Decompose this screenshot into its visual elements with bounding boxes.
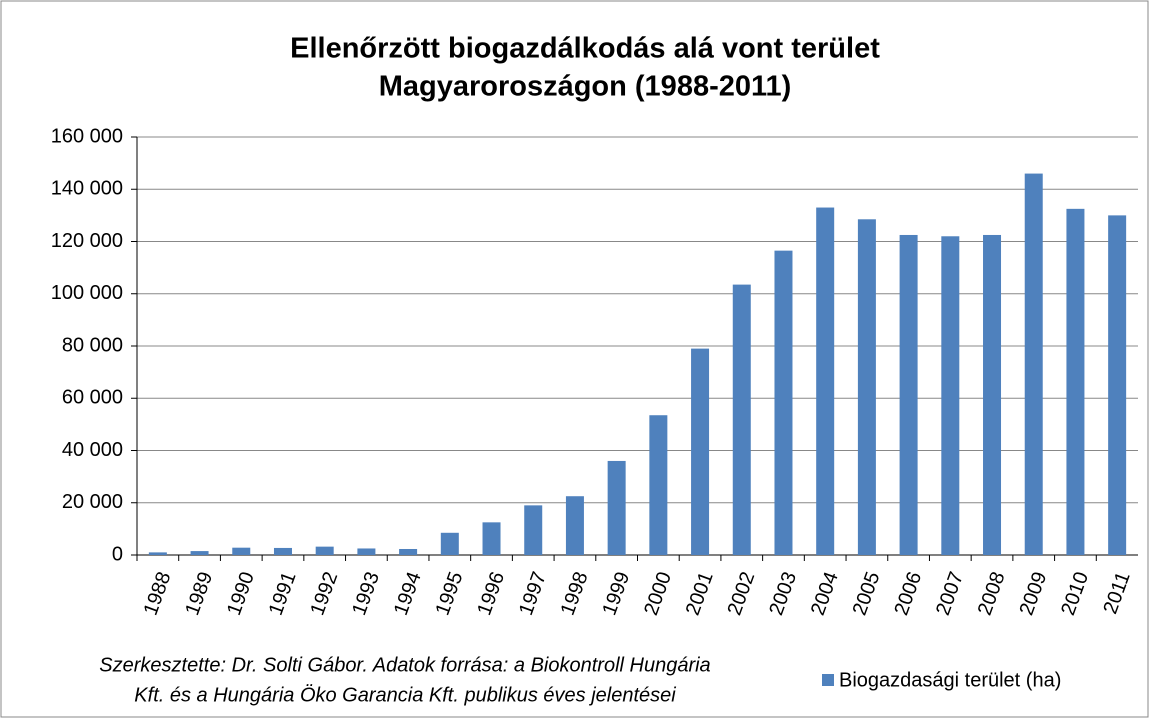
bar (899, 234, 918, 555)
note: Szerkesztette: Dr. Solti Gábor. Adatok f… (99, 654, 710, 676)
bar (983, 234, 1002, 555)
y-tick-label: 140 000 (51, 178, 123, 200)
bar (148, 552, 167, 555)
bar (1024, 173, 1043, 555)
bar (941, 236, 960, 555)
bar (691, 348, 710, 555)
bar (1066, 208, 1085, 555)
bar (315, 546, 334, 555)
y-tick-label: 40 000 (62, 439, 123, 461)
bar (357, 548, 376, 555)
legend-swatch (822, 674, 834, 686)
y-tick-label: 160 000 (51, 125, 123, 147)
bar (732, 284, 751, 555)
y-tick-label: 120 000 (51, 230, 123, 252)
bar (232, 547, 251, 555)
y-tick-label: 60 000 (62, 387, 123, 409)
bar (482, 522, 501, 555)
bar (816, 207, 835, 555)
bar (190, 551, 209, 555)
bar (857, 219, 876, 555)
bar (524, 505, 543, 555)
note: Kft. és a Hungária Öko Garancia Kft. pub… (134, 684, 676, 706)
bar (399, 548, 418, 555)
y-tick-label: 20 000 (62, 491, 123, 513)
bar (1108, 215, 1127, 555)
chart-title: Magyaroroszágon (1988-2011) (379, 71, 792, 103)
bar (649, 415, 668, 555)
y-tick-label: 80 000 (62, 334, 123, 356)
y-tick-label: 0 (112, 543, 123, 565)
y-tick-label: 100 000 (51, 282, 123, 304)
bar (273, 547, 292, 555)
bar (774, 250, 793, 556)
bar (565, 496, 584, 555)
bar (607, 460, 626, 555)
legend-label: Biogazdasági terület (ha) (839, 669, 1061, 691)
bar (440, 532, 459, 555)
chart-title: Ellenőrzött biogazdálkodás alá vont terü… (290, 33, 880, 65)
